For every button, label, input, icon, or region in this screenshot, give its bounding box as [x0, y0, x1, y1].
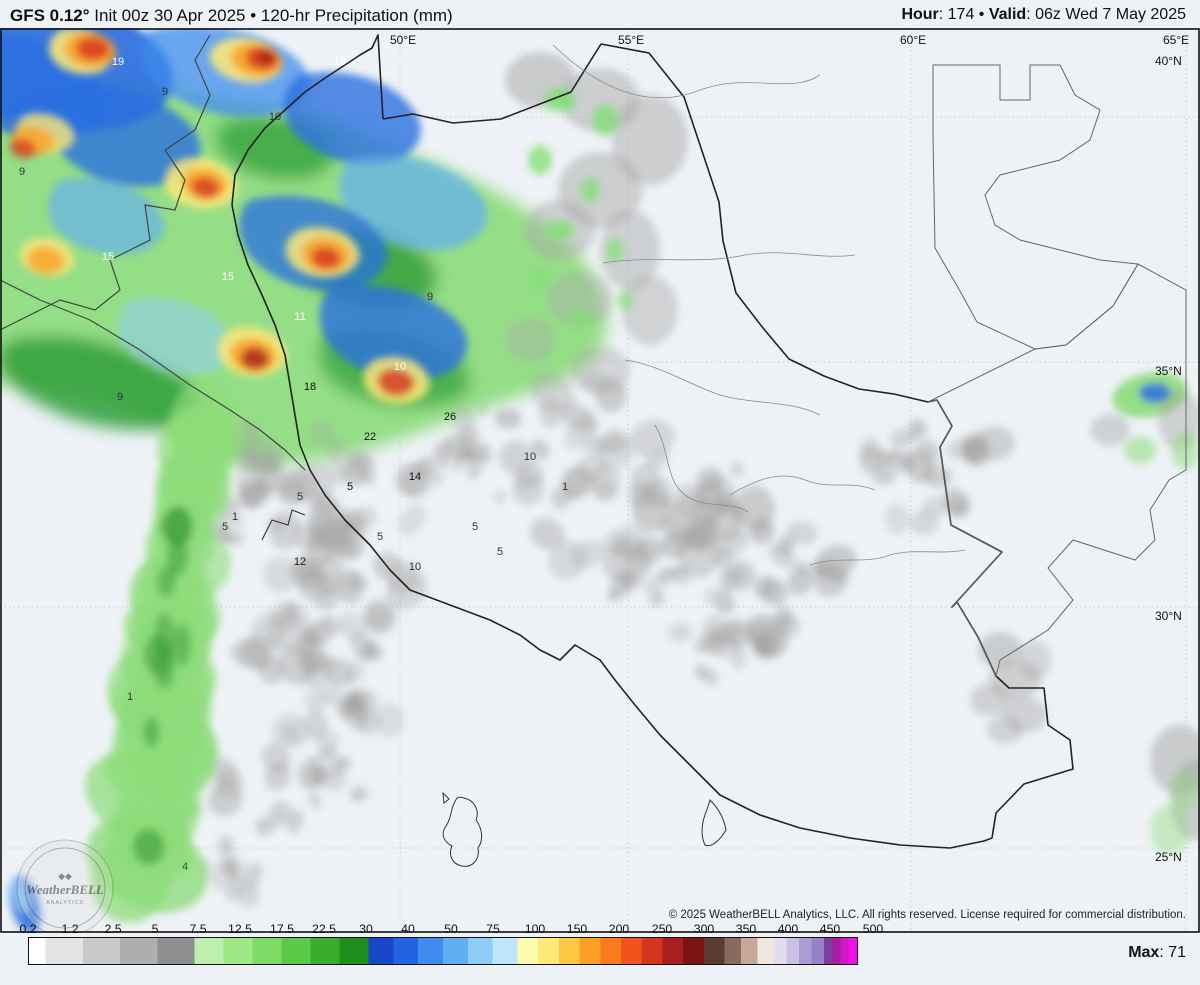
svg-text:22: 22	[364, 431, 376, 443]
svg-text:1: 1	[562, 481, 568, 493]
svg-text:19: 19	[112, 56, 124, 68]
svg-text:9: 9	[117, 391, 123, 403]
svg-text:4: 4	[182, 861, 188, 873]
svg-text:65°E: 65°E	[1163, 33, 1189, 47]
svg-text:60°E: 60°E	[900, 33, 926, 47]
svg-text:35°N: 35°N	[1155, 364, 1182, 378]
svg-text:10: 10	[409, 561, 421, 573]
svg-text:9: 9	[19, 166, 25, 178]
svg-text:5: 5	[222, 521, 228, 533]
svg-text:9: 9	[427, 291, 433, 303]
svg-text:10: 10	[269, 111, 281, 123]
svg-text:11: 11	[294, 311, 305, 323]
svg-text:15: 15	[102, 251, 114, 263]
svg-text:19: 19	[334, 56, 346, 68]
svg-text:55°E: 55°E	[618, 33, 644, 47]
svg-text:12: 12	[294, 556, 306, 568]
svg-text:5: 5	[377, 531, 383, 543]
svg-text:9: 9	[162, 86, 168, 98]
svg-text:14: 14	[409, 471, 421, 483]
svg-text:10: 10	[524, 451, 536, 463]
svg-text:WeatherBELL: WeatherBELL	[26, 882, 104, 897]
svg-text:10: 10	[394, 361, 406, 373]
svg-text:1: 1	[232, 511, 238, 523]
svg-text:40°N: 40°N	[1155, 54, 1182, 68]
svg-text:◆◆: ◆◆	[58, 871, 72, 881]
svg-text:50°E: 50°E	[390, 33, 416, 47]
svg-text:5: 5	[497, 546, 503, 558]
svg-text:18: 18	[304, 381, 316, 393]
svg-text:5: 5	[472, 521, 478, 533]
svg-text:15: 15	[222, 271, 234, 283]
svg-text:1: 1	[127, 691, 133, 703]
svg-text:26: 26	[444, 411, 456, 423]
svg-text:25°N: 25°N	[1155, 850, 1182, 864]
svg-text:30°N: 30°N	[1155, 609, 1182, 623]
svg-text:5: 5	[347, 481, 353, 493]
svg-text:ANALYTICS: ANALYTICS	[46, 900, 83, 906]
svg-text:5: 5	[297, 491, 303, 503]
